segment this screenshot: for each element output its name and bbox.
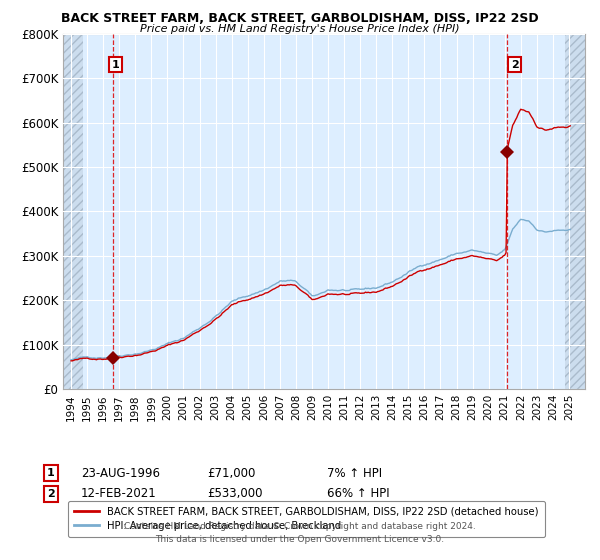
Text: BACK STREET FARM, BACK STREET, GARBOLDISHAM, DISS, IP22 2SD: BACK STREET FARM, BACK STREET, GARBOLDIS… [61, 12, 539, 25]
Polygon shape [565, 34, 585, 389]
Text: 1: 1 [112, 60, 120, 69]
Text: 23-AUG-1996: 23-AUG-1996 [81, 466, 160, 480]
Text: 7% ↑ HPI: 7% ↑ HPI [327, 466, 382, 480]
Text: £533,000: £533,000 [207, 487, 263, 501]
Text: Price paid vs. HM Land Registry's House Price Index (HPI): Price paid vs. HM Land Registry's House … [140, 24, 460, 34]
Text: 2: 2 [47, 489, 55, 499]
Text: £71,000: £71,000 [207, 466, 256, 480]
Text: Contains HM Land Registry data © Crown copyright and database right 2024.
This d: Contains HM Land Registry data © Crown c… [124, 522, 476, 544]
Text: 2: 2 [511, 60, 518, 69]
Text: 66% ↑ HPI: 66% ↑ HPI [327, 487, 389, 501]
Text: 1: 1 [47, 468, 55, 478]
Text: 12-FEB-2021: 12-FEB-2021 [81, 487, 157, 501]
Legend: BACK STREET FARM, BACK STREET, GARBOLDISHAM, DISS, IP22 2SD (detached house), HP: BACK STREET FARM, BACK STREET, GARBOLDIS… [68, 501, 545, 537]
Polygon shape [63, 34, 83, 389]
